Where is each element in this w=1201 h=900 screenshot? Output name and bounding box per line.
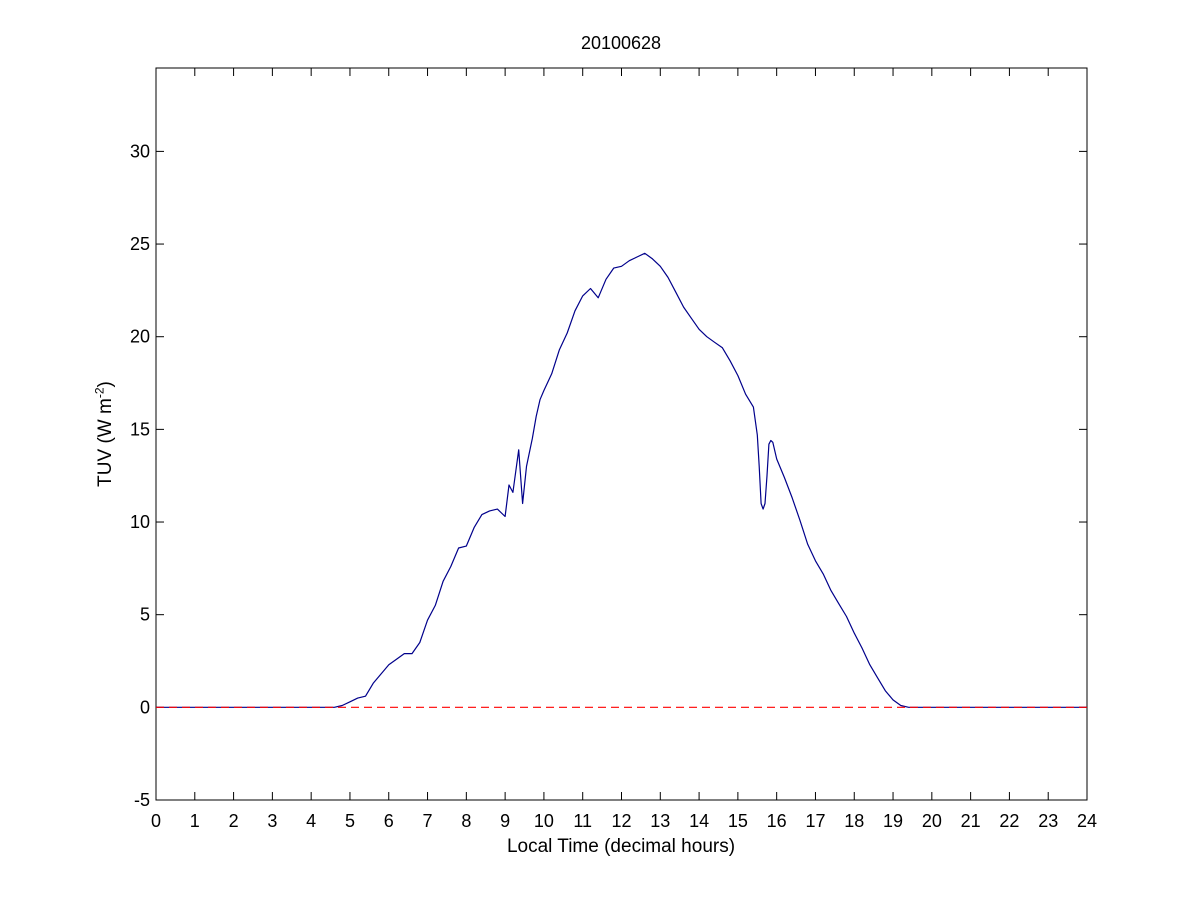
x-tick-label: 2 xyxy=(229,811,239,831)
x-tick-label: 6 xyxy=(384,811,394,831)
x-tick-label: 21 xyxy=(961,811,981,831)
x-tick-label: 3 xyxy=(267,811,277,831)
y-tick-label: 15 xyxy=(130,419,150,439)
y-axis-label-exponent: -2 xyxy=(92,387,107,399)
x-tick-label: 16 xyxy=(767,811,787,831)
x-tick-label: 19 xyxy=(883,811,903,831)
x-tick-label: 23 xyxy=(1038,811,1058,831)
x-tick-label: 5 xyxy=(345,811,355,831)
y-tick-label: 10 xyxy=(130,512,150,532)
x-tick-label: 17 xyxy=(805,811,825,831)
x-tick-label: 0 xyxy=(151,811,161,831)
y-tick-label: 5 xyxy=(140,605,150,625)
x-tick-label: 22 xyxy=(999,811,1019,831)
x-tick-label: 18 xyxy=(844,811,864,831)
x-tick-label: 14 xyxy=(689,811,709,831)
y-tick-label: 30 xyxy=(130,141,150,161)
x-tick-label: 13 xyxy=(650,811,670,831)
x-tick-label: 9 xyxy=(500,811,510,831)
x-tick-label: 12 xyxy=(611,811,631,831)
x-tick-label: 24 xyxy=(1077,811,1097,831)
y-tick-label: 25 xyxy=(130,234,150,254)
tuv-series-line xyxy=(156,252,1087,708)
x-tick-label: 15 xyxy=(728,811,748,831)
chart-title: 20100628 xyxy=(580,33,662,53)
y-axis-label-suffix: ) xyxy=(95,381,116,388)
x-tick-label: 10 xyxy=(534,811,554,831)
y-tick-label: 20 xyxy=(130,327,150,347)
x-tick-label: 20 xyxy=(922,811,942,831)
y-tick-label: 0 xyxy=(140,697,150,717)
x-tick-label: 7 xyxy=(423,811,433,831)
y-axis-label: TUV (W m-2) xyxy=(92,381,117,487)
axes-box xyxy=(155,67,1088,801)
y-axis-label-prefix: TUV (W m xyxy=(95,398,116,487)
x-tick-label: 11 xyxy=(573,811,592,831)
x-axis-label: Local Time (decimal hours) xyxy=(506,836,736,857)
x-tick-label: 8 xyxy=(461,811,471,831)
x-tick-label: 1 xyxy=(190,811,200,831)
x-tick-label: 4 xyxy=(306,811,316,831)
y-tick-label: -5 xyxy=(134,790,150,810)
